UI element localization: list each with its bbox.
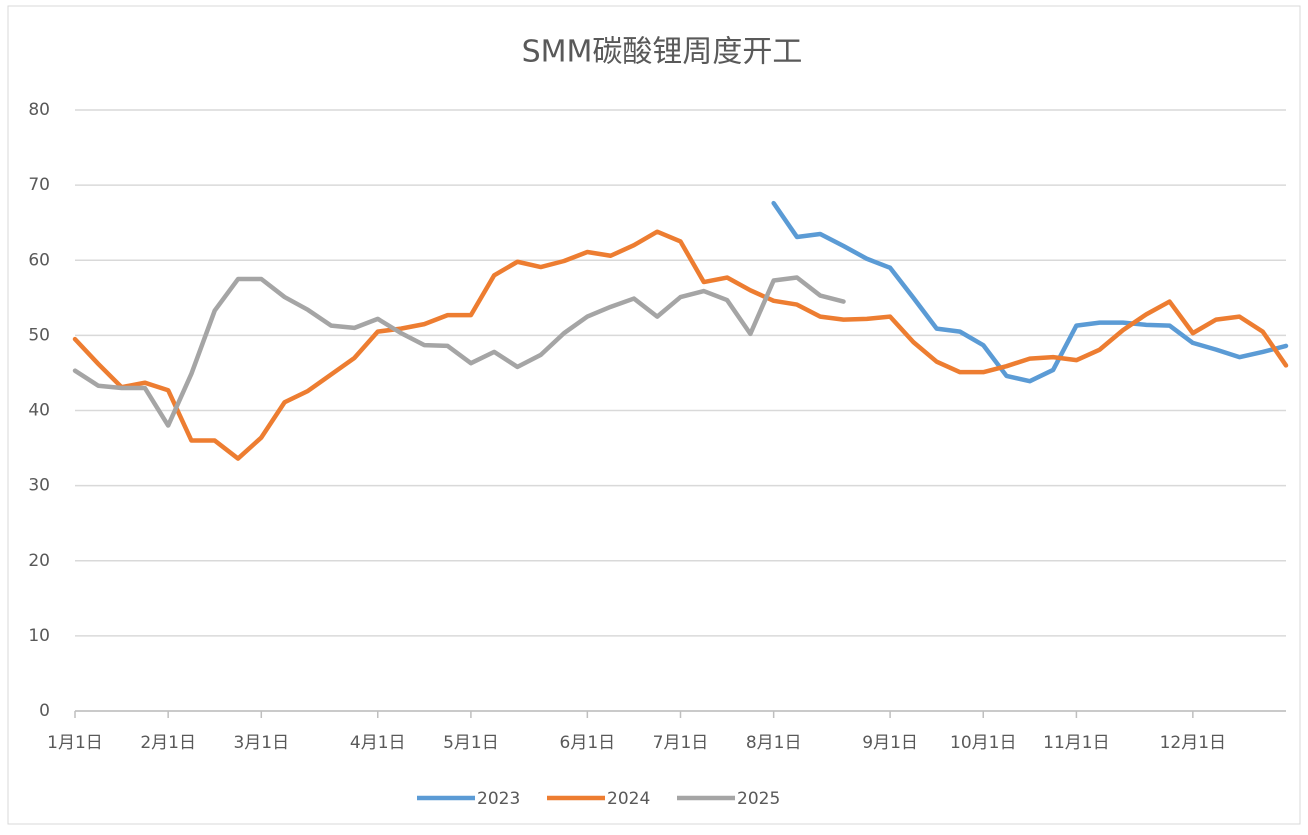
x-tick-label: 7月1日 — [653, 733, 709, 753]
y-tick-label: 10 — [28, 626, 50, 646]
x-tick-label: 3月1日 — [233, 733, 289, 753]
x-tick-label: 6月1日 — [560, 733, 616, 753]
x-tick-label: 11月1日 — [1043, 733, 1109, 753]
x-tick-label: 8月1日 — [746, 733, 802, 753]
y-tick-label: 70 — [28, 175, 50, 195]
x-tick-label: 5月1日 — [443, 733, 499, 753]
x-tick-label: 4月1日 — [350, 733, 406, 753]
series-line — [771, 200, 1289, 384]
y-tick-label: 0 — [39, 701, 50, 721]
x-tick-label: 1月1日 — [47, 733, 103, 753]
y-tick-label: 20 — [28, 551, 50, 571]
y-tick-label: 30 — [28, 476, 50, 496]
legend-label: 2024 — [607, 789, 650, 809]
legend-label: 2023 — [477, 789, 520, 809]
x-tick-label: 12月1日 — [1160, 733, 1226, 753]
y-tick-label: 40 — [28, 401, 50, 421]
y-tick-label: 80 — [28, 100, 50, 120]
series-line — [72, 275, 846, 428]
x-tick-label: 2月1日 — [140, 733, 196, 753]
legend-label: 2025 — [737, 789, 780, 809]
x-tick-label: 9月1日 — [862, 733, 918, 753]
chart-title: SMM碳酸锂周度开工 — [522, 35, 803, 70]
x-tick-label: 10月1日 — [950, 733, 1016, 753]
y-tick-label: 60 — [28, 250, 50, 270]
chart-frame — [7, 5, 1301, 825]
y-tick-label: 50 — [28, 325, 50, 345]
series-line — [72, 229, 1289, 461]
